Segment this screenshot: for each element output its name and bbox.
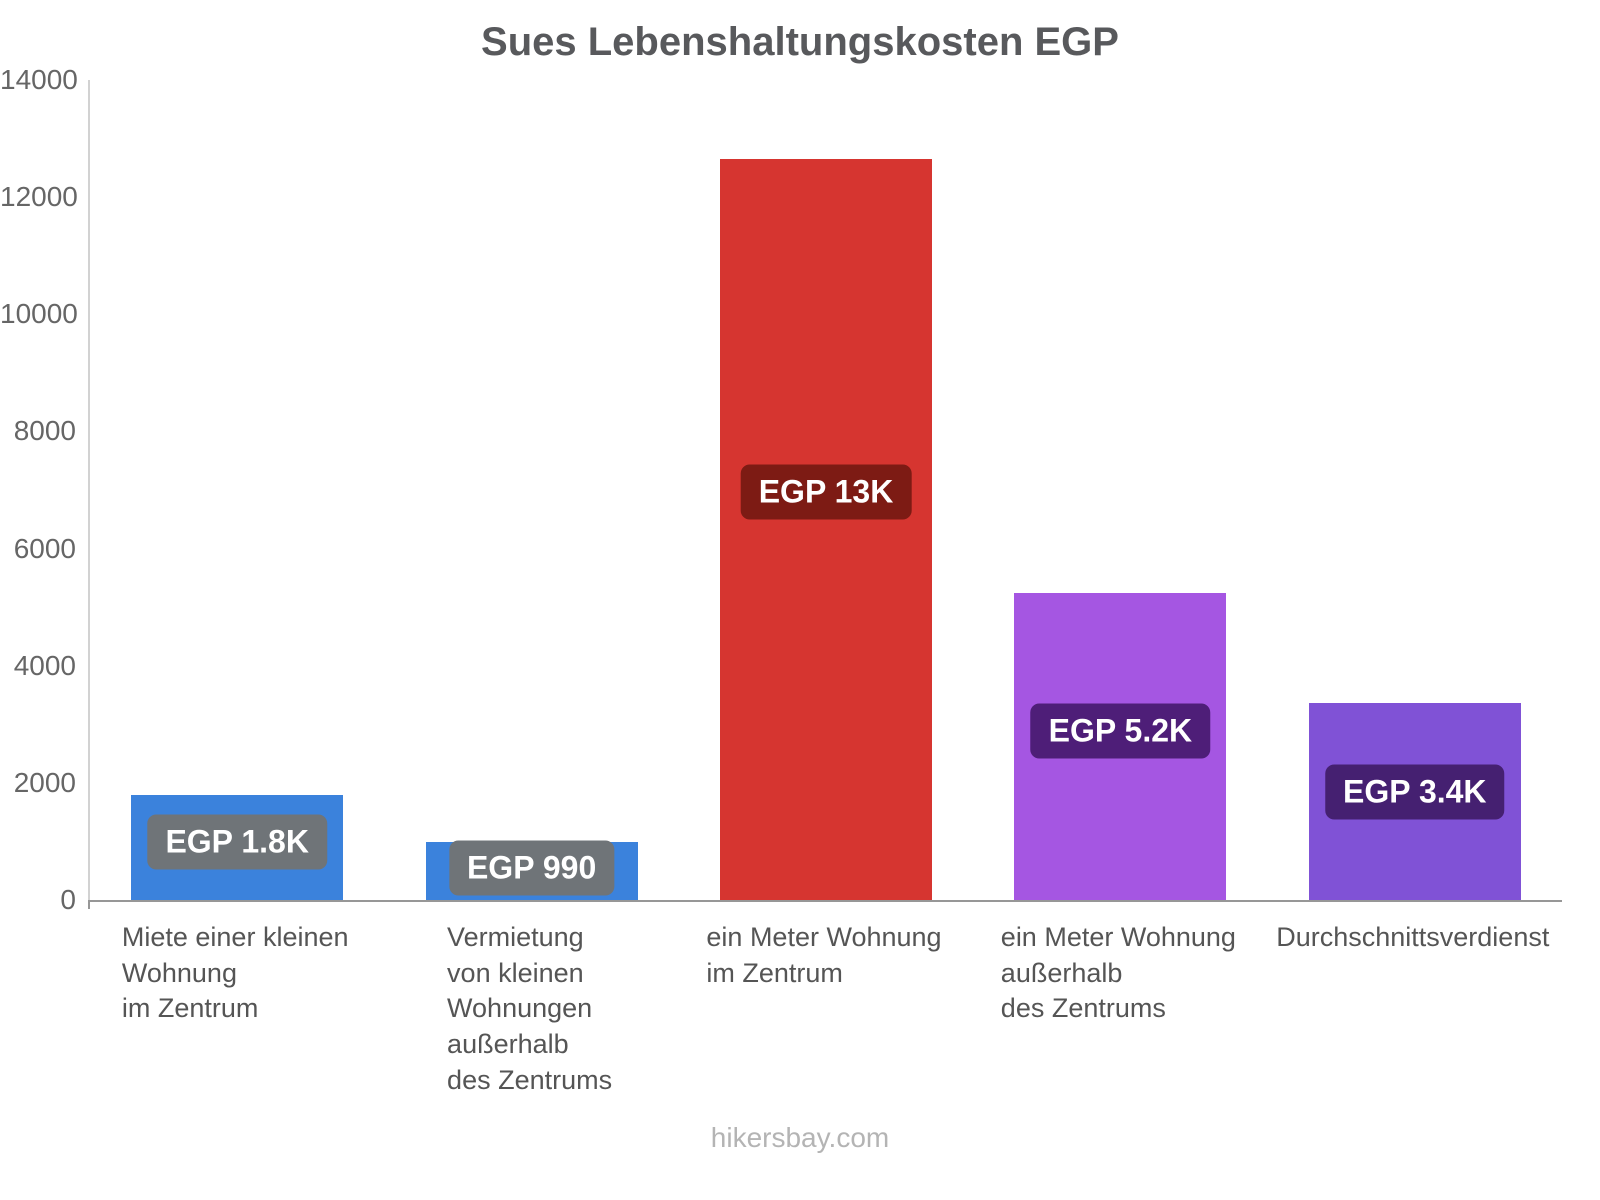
bar-2[interactable] xyxy=(720,159,932,900)
y-axis-tick-label: 0 xyxy=(60,884,76,915)
value-label-3: EGP 5.2K xyxy=(1030,703,1211,759)
x-axis-tick xyxy=(88,900,90,909)
value-label-2: EGP 13K xyxy=(740,464,912,520)
value-label-1: EGP 990 xyxy=(448,840,615,896)
y-axis-tick-label: 6000 xyxy=(13,532,76,564)
category-label-2: ein Meter Wohnung im Zentrum xyxy=(677,920,971,991)
y-axis-tick-label: 8000 xyxy=(13,415,76,447)
plot-area: EGP 1.8K EGP 990 EGP 13K EGP 5.2K EGP 3.4K xyxy=(88,80,1562,902)
y-axis-tick-label: 2000 xyxy=(13,766,76,798)
category-label-text: ein Meter Wohnung außerhalb des Zentrums xyxy=(1000,922,1236,1024)
category-label-text: Vermietung von kleinen Wohnungen außerhalb d… xyxy=(447,922,613,1095)
category-label-1: Vermietung von kleinen Wohnungen außerhalb d… xyxy=(382,920,676,1098)
category-label-3: ein Meter Wohnung außerhalb des Zentrums xyxy=(971,920,1265,1027)
y-axis-tick-label: 4000 xyxy=(13,649,76,681)
category-label-text: Durchschnittsverdienst xyxy=(1276,922,1550,952)
chart-title: Sues Lebenshaltungskosten EGP xyxy=(481,20,1119,64)
category-label-text: ein Meter Wohnung im Zentrum xyxy=(706,922,942,988)
footer-watermark: hikersbay.com xyxy=(710,1122,890,1153)
category-label-0: Miete einer kleinen Wohnung im Zentrum xyxy=(88,920,382,1027)
category-label-4: Durchschnittsverdienst xyxy=(1266,920,1560,956)
value-label-4: EGP 3.4K xyxy=(1325,764,1505,820)
y-axis-tick-label: 14000 xyxy=(0,64,78,95)
y-axis-tick-label: 10000 xyxy=(0,298,78,330)
value-label-0: EGP 1.8K xyxy=(147,814,327,870)
category-label-text: Miete einer kleinen Wohnung im Zentrum xyxy=(121,922,349,1024)
y-axis-tick-label: 12000 xyxy=(0,181,78,213)
